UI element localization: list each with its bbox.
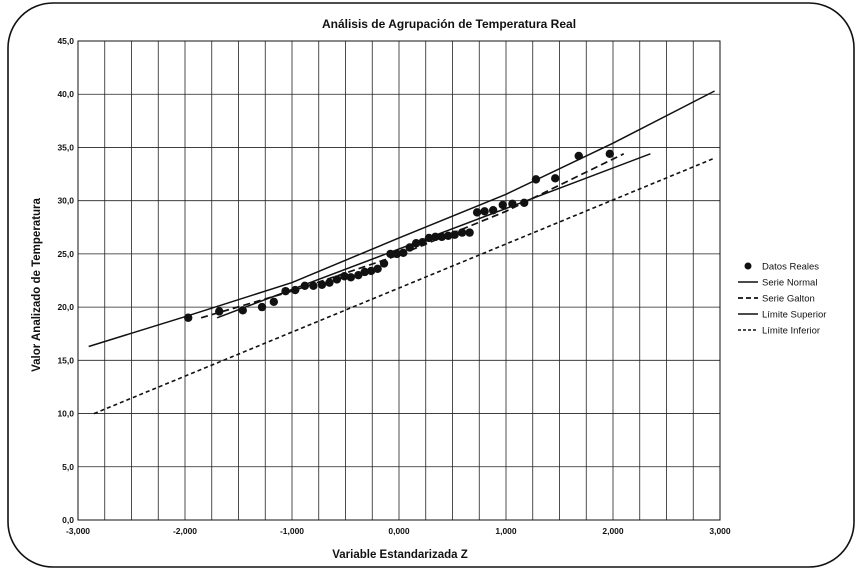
data-point — [238, 306, 247, 315]
data-point — [325, 278, 334, 287]
data-point — [354, 270, 363, 280]
y-tick-label: 35,0 — [57, 142, 74, 152]
data-point — [281, 286, 290, 296]
data-point — [498, 200, 507, 210]
y-tick-label: 10,0 — [57, 409, 74, 419]
series-line-serie-galton — [200, 153, 625, 319]
legend-label-l-mite-inferior: Límite Inferior — [762, 326, 820, 337]
y-axis-ticks: 0,0 5,0 10,0 15,0 20,0 25,0 30,0 35,0 40,0 45,0 — [57, 36, 74, 525]
data-point — [418, 237, 427, 247]
x-tick-label: -2,000 — [173, 526, 197, 536]
data-point — [291, 285, 300, 295]
y-tick-label: 20,0 — [57, 302, 74, 312]
y-axis-label: Valor Analizado de Temperatura — [31, 197, 43, 371]
y-tick-label: 30,0 — [57, 196, 74, 206]
data-point — [437, 232, 446, 242]
data-point — [300, 281, 310, 291]
data-point — [317, 280, 327, 289]
data-point — [605, 149, 614, 159]
data-point — [379, 259, 389, 268]
x-tick-label: 0,000 — [388, 526, 410, 536]
legend-label-l-mite-superior: Límite Superior — [762, 310, 826, 321]
data-point — [431, 232, 440, 242]
x-axis-label: Variable Estandarizada Z — [332, 549, 468, 561]
data-point — [472, 208, 482, 217]
data-point — [373, 264, 382, 273]
data-point — [346, 273, 356, 282]
y-tick-label: 40,0 — [57, 89, 74, 99]
x-tick-label: -3,000 — [66, 526, 90, 536]
data-point — [519, 198, 529, 207]
data-point — [411, 239, 421, 248]
data-point — [508, 199, 517, 209]
data-point — [444, 231, 453, 240]
y-tick-label: 45,0 — [57, 36, 74, 46]
data-point — [332, 275, 342, 284]
legend-label-serie-normal: Serie Normal — [762, 278, 817, 289]
x-axis-ticks: -3,000 -2,000 -1,000 0,000 1,000 2,000 3,000 — [66, 526, 731, 536]
y-tick-label: 5,0 — [62, 462, 74, 472]
data-point — [269, 297, 279, 306]
data-point — [309, 281, 318, 291]
data-point — [366, 266, 376, 276]
legend-marker-datos-reales — [744, 262, 752, 270]
plot-area-border — [77, 40, 721, 521]
y-tick-label: 0,0 — [62, 515, 74, 525]
data-point — [551, 174, 560, 183]
data-point — [424, 233, 434, 243]
data-point — [457, 228, 467, 237]
data-point — [574, 151, 583, 161]
data-point — [215, 307, 224, 316]
data-point — [257, 302, 267, 312]
data-point — [488, 206, 498, 215]
x-tick-label: 3,000 — [709, 526, 731, 536]
data-points — [184, 149, 614, 322]
data-point — [340, 272, 349, 281]
data-point — [392, 249, 402, 259]
x-tick-label: 1,000 — [495, 526, 517, 536]
data-point — [184, 313, 193, 322]
legend-label-datos-reales: Datos Reales — [762, 262, 819, 273]
data-point — [399, 248, 408, 258]
data-point — [360, 267, 369, 277]
x-tick-label: -1,000 — [280, 526, 304, 536]
legend-label-serie-galton: Serie Galton — [762, 294, 815, 305]
data-point — [465, 228, 474, 237]
data-point — [531, 175, 541, 184]
chart-title: Análisis de Agrupación de Temperatura Re… — [322, 17, 576, 31]
data-point — [405, 243, 414, 252]
data-point — [386, 249, 395, 259]
y-tick-label: 25,0 — [57, 249, 74, 259]
data-point — [450, 230, 459, 239]
legend: Datos Reales Serie Normal Serie Galton Lími… — [738, 262, 826, 337]
x-tick-label: 2,000 — [602, 526, 624, 536]
data-point — [480, 207, 489, 216]
rounded-border — [7, 2, 855, 568]
y-tick-label: 15,0 — [57, 355, 74, 365]
